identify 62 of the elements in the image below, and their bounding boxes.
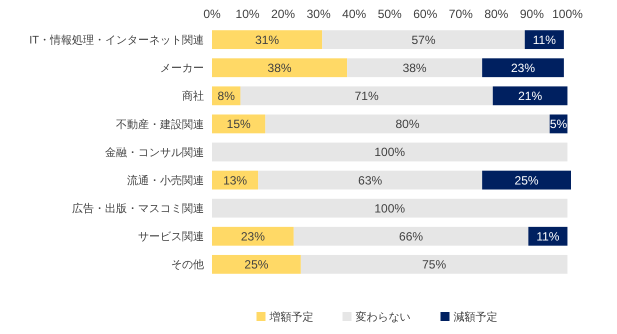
- x-tick-label: 0%: [203, 7, 221, 21]
- bar: [212, 254, 301, 274]
- bar: [212, 198, 568, 218]
- x-tick-label: 30%: [306, 7, 331, 21]
- data-label: 23%: [240, 229, 266, 244]
- data-label: 75%: [422, 258, 446, 272]
- bar: [322, 30, 525, 50]
- legend-label: 増額予定: [268, 310, 314, 324]
- data-label: 11%: [536, 229, 560, 244]
- bar: [212, 58, 348, 78]
- x-tick-label: 90%: [520, 7, 544, 21]
- y-tick-label: IT・情報処理・インターネット関連: [29, 33, 204, 46]
- bar: [212, 226, 294, 246]
- y-tick-label: メーカー: [160, 62, 204, 75]
- data-label: 8%: [218, 89, 236, 104]
- data-label: 57%: [411, 32, 436, 47]
- bar: [240, 86, 493, 106]
- data-label: 38%: [402, 60, 427, 75]
- data-label: 25%: [514, 173, 539, 188]
- bar: [482, 170, 571, 190]
- y-tick-label: 流通・小売関連: [127, 174, 204, 187]
- x-tick-label: 50%: [378, 7, 402, 21]
- x-tick-label: 100%: [552, 7, 584, 21]
- data-label: 21%: [518, 89, 542, 104]
- legend-label: 変わらない: [356, 310, 410, 324]
- data-label: 5%: [550, 117, 568, 132]
- legend-label: 減額予定: [454, 310, 498, 324]
- y-tick-label: 広告・出版・マスコミ関連: [72, 202, 204, 216]
- y-tick-label: 不動産・建設関連: [116, 118, 204, 131]
- x-tick-label: 70%: [448, 7, 474, 21]
- y-tick-label: 商社: [182, 90, 204, 103]
- data-label: 100%: [374, 145, 406, 160]
- data-label: 23%: [511, 60, 536, 75]
- x-tick-label: 10%: [236, 7, 260, 21]
- data-label: 31%: [255, 32, 280, 47]
- bar: [265, 114, 550, 134]
- x-tick-label: 80%: [484, 7, 509, 21]
- bar: [258, 170, 482, 190]
- bar: [212, 30, 322, 50]
- data-label: 15%: [226, 117, 251, 132]
- x-tick-label: 40%: [342, 7, 367, 21]
- x-tick-label: 20%: [271, 7, 296, 21]
- data-label: 63%: [358, 173, 383, 188]
- bar: [294, 226, 528, 246]
- data-label: 25%: [244, 258, 269, 272]
- bar: [212, 142, 568, 162]
- bar: [347, 58, 482, 78]
- data-label: 66%: [399, 229, 424, 244]
- y-tick-label: 金融・コンサル関連: [105, 146, 204, 159]
- bar: [212, 114, 266, 134]
- bar: [492, 86, 568, 106]
- y-tick-label: サービス関連: [138, 230, 204, 244]
- data-label: 100%: [374, 201, 406, 216]
- data-label: 80%: [395, 117, 420, 132]
- x-tick-label: 60%: [413, 7, 438, 21]
- data-label: 11%: [532, 32, 556, 47]
- data-label: 38%: [268, 60, 292, 75]
- bar: [300, 254, 568, 274]
- y-tick-label: その他: [171, 259, 204, 272]
- data-label: 71%: [354, 89, 379, 104]
- data-label: 13%: [223, 173, 248, 188]
- bar: [482, 58, 564, 78]
